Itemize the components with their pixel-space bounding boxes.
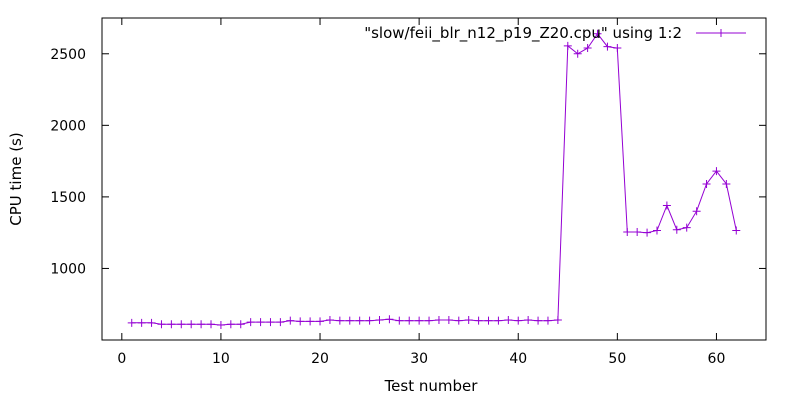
data-point-marker xyxy=(573,49,582,58)
data-point-marker xyxy=(197,320,206,329)
data-point-marker xyxy=(534,316,543,325)
series-markers xyxy=(127,29,741,329)
y-tick-label: 2500 xyxy=(50,47,86,63)
data-point-marker xyxy=(514,316,523,325)
data-point-marker xyxy=(415,316,424,325)
series-line xyxy=(131,32,737,326)
data-point-marker xyxy=(266,318,275,327)
data-point-marker xyxy=(207,320,216,329)
data-point-marker xyxy=(593,29,602,38)
data-point-marker xyxy=(583,44,592,53)
x-tick-label: 60 xyxy=(708,351,726,367)
y-tick-label: 2000 xyxy=(50,118,86,134)
y-tick-label: 1000 xyxy=(50,261,86,277)
series-layer xyxy=(127,29,741,329)
data-point-marker xyxy=(543,316,552,325)
data-point-marker xyxy=(434,315,443,324)
x-tick-label: 40 xyxy=(509,351,527,367)
data-point-marker xyxy=(345,316,354,325)
data-point-marker xyxy=(177,320,186,329)
data-point-marker xyxy=(286,316,295,325)
data-point-marker xyxy=(385,315,394,324)
data-point-marker xyxy=(692,207,701,216)
x-axis-label: Test number xyxy=(384,377,479,395)
x-tick-label: 30 xyxy=(410,351,428,367)
data-point-marker xyxy=(316,317,325,326)
data-point-marker xyxy=(335,316,344,325)
data-point-marker xyxy=(276,318,285,327)
data-point-marker xyxy=(405,316,414,325)
data-point-marker xyxy=(395,316,404,325)
data-point-marker xyxy=(504,315,513,324)
data-point-marker xyxy=(702,180,711,189)
data-point-marker xyxy=(187,320,196,329)
legend-marker xyxy=(717,29,725,37)
data-point-marker xyxy=(355,316,364,325)
data-point-marker xyxy=(662,201,671,210)
x-tick-label: 50 xyxy=(608,351,626,367)
legend-entry-label: "slow/feii_blr_n12_p19_Z20.cpu" using 1:… xyxy=(364,24,682,43)
y-axis-label: CPU time (s) xyxy=(7,132,25,225)
data-point-marker xyxy=(236,320,245,329)
data-point-marker xyxy=(167,320,176,329)
legend: "slow/feii_blr_n12_p19_Z20.cpu" using 1:… xyxy=(364,24,746,43)
data-point-marker xyxy=(375,315,384,324)
data-point-marker xyxy=(682,223,691,232)
data-point-marker xyxy=(425,316,434,325)
data-point-marker xyxy=(633,227,642,236)
data-point-marker xyxy=(563,41,572,50)
data-point-marker xyxy=(226,320,235,329)
data-point-marker xyxy=(494,316,503,325)
x-tick-label: 0 xyxy=(117,351,126,367)
data-point-marker xyxy=(717,29,725,37)
data-point-marker xyxy=(137,318,146,327)
data-point-marker xyxy=(325,315,334,324)
data-point-marker xyxy=(365,316,374,325)
data-point-marker xyxy=(127,318,136,327)
data-point-marker xyxy=(246,318,255,327)
axis-ticks: 0 10 20 30 40 50 60 1000 1500 2000 2500 xyxy=(50,18,766,367)
data-point-marker xyxy=(454,316,463,325)
data-point-marker xyxy=(672,225,681,234)
data-point-marker xyxy=(147,318,156,327)
data-point-marker xyxy=(157,320,166,329)
y-tick-label: 1500 xyxy=(50,190,86,206)
data-point-marker xyxy=(464,315,473,324)
data-point-marker xyxy=(306,317,315,326)
x-tick-label: 10 xyxy=(212,351,230,367)
data-point-marker xyxy=(603,42,612,51)
data-point-marker xyxy=(216,320,225,329)
data-point-marker xyxy=(524,315,533,324)
data-point-marker xyxy=(652,226,661,235)
x-tick-label: 20 xyxy=(311,351,329,367)
plot-frame xyxy=(101,17,767,341)
data-point-marker xyxy=(296,317,305,326)
data-point-marker xyxy=(553,315,562,324)
data-point-marker xyxy=(712,167,721,176)
data-point-marker xyxy=(623,227,632,236)
data-point-marker xyxy=(732,226,741,235)
data-point-marker xyxy=(643,228,652,237)
data-point-marker xyxy=(474,316,483,325)
data-point-marker xyxy=(484,316,493,325)
data-point-marker xyxy=(613,44,622,53)
data-point-marker xyxy=(444,315,453,324)
data-point-marker xyxy=(256,318,265,327)
data-point-marker xyxy=(722,180,731,189)
